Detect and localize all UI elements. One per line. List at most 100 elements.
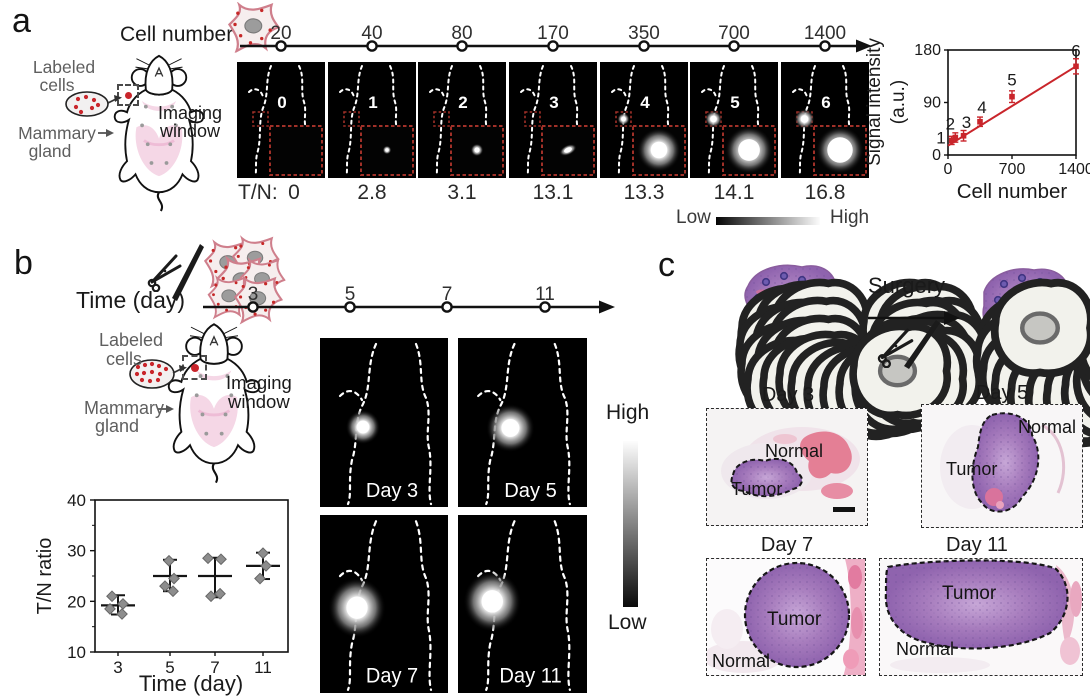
inset-spot-core [650,141,668,159]
diamond-point [257,547,269,560]
tumor-nucleus [779,271,789,281]
timeline-tick-marker [247,301,259,313]
diamond-point [254,572,266,585]
body-outline-armpit [338,569,364,582]
normal-label: Normal [896,639,955,659]
labeled-cells-dish-b [129,359,175,389]
time-day-title: Time (day) [76,287,186,313]
colorbar-a [716,217,820,225]
body-outline-armpit [477,390,502,402]
day-image-panel: Day 5 [458,338,587,507]
tumor-label: Tumor [731,479,783,499]
body-outline-right [842,65,851,129]
histology-day5: Normal Tumor [921,404,1083,528]
day-label: Day 5 [504,480,557,502]
tn-ratio-value: 13.3 [623,181,665,204]
tn-ratio-value: 2.8 [357,181,387,204]
image-number: 2 [458,93,467,112]
day-label: Day 7 [366,664,418,688]
body-outline-armpit [339,88,355,98]
image-number: 5 [730,93,739,112]
tumor-label: Tumor [946,459,998,479]
body-outline-right [570,65,579,129]
inset-spot-core [827,137,853,163]
y-tick-label: 10 [67,643,86,662]
image-number: 3 [549,93,558,112]
hist-day3-title: Day 3 [761,384,815,406]
labeled-cells-label2-b: cells [105,349,142,369]
image-number: 4 [640,93,650,112]
body-outline-left [254,65,272,177]
injected-cells-dot [125,92,132,99]
histology-day11-image [880,559,1082,675]
tumor-core [481,590,503,613]
fluorescence-image-panel: 2 [418,62,506,178]
colorbar-low-label-b: Low [608,611,647,634]
tn-ratio-value: 16.8 [804,181,846,204]
cell-number-title: Cell number [120,23,234,46]
data-point [952,134,959,141]
fluorescence-image: 3 [520,65,595,177]
timeline-tick-label: 40 [361,23,382,44]
fluorescence-image: 4 [611,65,686,177]
hist-day7-title: Day 7 [760,534,814,556]
body-outline-armpit [429,88,445,98]
tumor-spot-core [710,115,717,123]
labeled-cells-arrow-a [107,95,122,104]
histology-day7-image [707,559,865,675]
image-number: 1 [368,93,377,112]
point-label: 3 [962,113,971,132]
fluorescence-image: 0 [248,65,323,177]
point-label: 6 [1071,41,1080,60]
fluorescence-image: 5 [701,65,776,177]
diamond-point [260,559,272,572]
diamond-point [205,590,217,603]
day-label: Day 11 [499,664,561,688]
graph-b-ylabel: T/N ratio [34,538,56,615]
hist-day5-title: Day 5 [975,382,1029,404]
histology-day3-image [707,409,867,525]
timeline-tick-marker [547,40,559,52]
body-outline-armpit [701,88,717,98]
tn-ratio-value: 0 [288,181,300,204]
panel-c-label: c [658,246,675,284]
data-point [948,137,955,144]
x-tick-label: 1400 [1058,161,1090,178]
labeled-cells-arrow-b [172,365,187,374]
day-image-panel: Day 7 [320,515,448,693]
day-image-panel: Day 11 [458,515,587,693]
timeline-tick-marker [638,40,650,52]
mammary-label-a: Mammary [18,123,96,143]
cell-number-timeline: 20 40 80 170 350 700 1400 [240,23,872,53]
body-outline-right [414,342,433,506]
tumor-core [346,596,368,619]
tumor-nucleus [999,279,1009,289]
body-outline-armpit [248,88,264,98]
body-outline-armpit [611,88,627,98]
tumor-label: Tumor [942,583,997,604]
x-tick-label: 0 [944,161,953,178]
data-point [960,132,967,139]
body-outline-right [751,65,760,129]
panel-b-label: b [14,244,33,282]
point-label: 5 [1007,71,1016,90]
scalpel-icon-b [172,244,204,301]
day-label: Day 3 [366,480,418,502]
fluorescence-image: 1 [339,65,414,177]
day-image-panel: Day 3 [320,338,448,507]
diamond-point [168,572,180,585]
imaging-window-box-a [117,84,139,106]
timeline-tick-marker [539,301,551,313]
timeline-tick-label: 170 [537,23,569,44]
panel-a-label: a [12,2,31,40]
body-outline-right [553,520,571,691]
tumor-spot-core [621,116,626,122]
body-outline-armpit [792,88,808,98]
scale-bar [833,507,855,512]
tumor-nucleus [1017,273,1027,283]
body-outline-right [298,65,307,129]
graph-b-xlabel: Time (day) [139,671,243,696]
colorbar-b [623,441,638,607]
fit-line [947,65,1077,147]
normal-cell [995,282,1090,373]
